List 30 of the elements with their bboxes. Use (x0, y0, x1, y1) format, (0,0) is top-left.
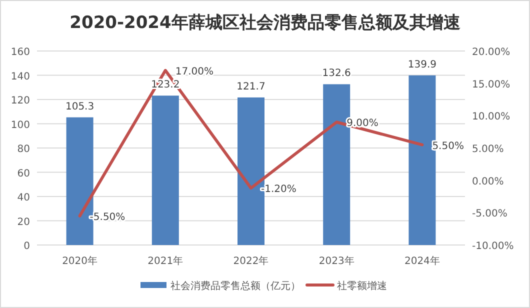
y-tick-label: 100 (10, 120, 30, 131)
y-tick-label: 40 (17, 192, 30, 204)
y2-tick-label: -10.00% (472, 241, 514, 252)
bar (152, 96, 179, 245)
x-tick-label: 2023年 (318, 255, 354, 267)
y-tick-label: 80 (17, 144, 30, 155)
legend-label: 社会消费品零售总额（亿元） (170, 280, 300, 292)
data-label: 121.7 (236, 81, 266, 92)
legend-label: 社零额增速 (337, 280, 387, 292)
data-label: 17.00% (175, 66, 214, 78)
y-tick-label: 120 (10, 96, 30, 106)
data-label: 132.6 (322, 68, 351, 80)
y-tick-label: 140 (10, 71, 30, 82)
x-tick-label: 2024年 (404, 255, 440, 267)
y2-tick-label: 0.00% (472, 176, 504, 188)
data-label: 139.9 (408, 59, 437, 70)
data-label: 105.3 (65, 101, 94, 112)
y2-tick-label: -5.00% (472, 208, 508, 220)
y2-tick-label: 10.00% (472, 112, 510, 123)
x-tick-label: 2021年 (148, 255, 184, 267)
y-tick-label: 0 (24, 241, 30, 252)
y-tick-label: 60 (17, 168, 30, 180)
y-tick-label: 20 (17, 216, 30, 228)
y2-tick-label: 20.00% (472, 47, 510, 58)
y-tick-label: 160 (10, 47, 30, 58)
x-tick-label: 2020年 (62, 255, 98, 267)
y2-tick-label: 15.00% (472, 79, 510, 90)
y2-tick-label: 5.00% (472, 144, 504, 155)
x-tick-label: 2022年 (233, 255, 269, 267)
chart-title: 2020-2024年薛城区社会消费品零售总额及其增速 (70, 13, 460, 33)
